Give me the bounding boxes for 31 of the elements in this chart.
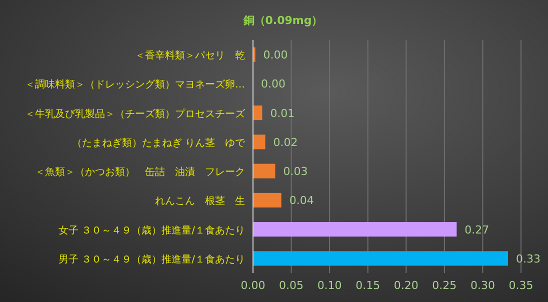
data-label: 0.01 — [270, 106, 295, 120]
data-label: 0.33 — [516, 252, 540, 266]
x-tick-label: 0.05 — [279, 279, 304, 292]
y-tick-label: ＜調味料類＞（ドレッシング類）マヨネーズ卵… — [25, 78, 245, 91]
data-label: 0.00 — [263, 48, 288, 62]
y-tick-label: 男子 ３０～４９（歳）推進量/１食あたり — [58, 253, 245, 266]
y-tick-label: ＜香辛料類＞パセリ 乾 — [135, 50, 245, 62]
bar — [253, 134, 266, 150]
x-tick-label: 0.30 — [470, 279, 495, 292]
bar — [253, 222, 457, 237]
bar — [253, 192, 282, 208]
y-tick-label: （たまねぎ類）たまねぎ りん茎 ゆで — [72, 136, 246, 149]
text: 0.00 — [240, 279, 266, 292]
y-tick-label: ＜魚類＞（かつお類） 缶詰 油漬 フレーク — [35, 166, 245, 178]
data-label: 0.27 — [464, 223, 490, 236]
y-tick-label: 女子 ３０～４９（歳）推進量/１食あたり — [58, 224, 245, 236]
bar — [253, 106, 262, 120]
bar — [253, 251, 508, 266]
x-tick-label: 0.10 — [317, 279, 342, 292]
y-tick-label: れんこん 根茎 生 — [155, 195, 245, 208]
bar — [253, 164, 276, 178]
x-tick-label: 0.35 — [508, 279, 534, 292]
y-tick-label: ＜牛乳及び乳製品＞（チーズ類）プロセスチーズ — [25, 108, 246, 120]
x-tick-label: 0.15 — [356, 279, 380, 292]
data-label: 0.02 — [273, 136, 298, 149]
data-label: 0.04 — [289, 194, 314, 208]
x-tick-label: 0.20 — [394, 279, 418, 292]
data-label: 0.00 — [261, 78, 286, 91]
data-label: 0.03 — [283, 165, 308, 178]
chart-title: 銅（0.09mg） — [242, 14, 323, 27]
x-tick-label: 0.25 — [432, 279, 457, 292]
